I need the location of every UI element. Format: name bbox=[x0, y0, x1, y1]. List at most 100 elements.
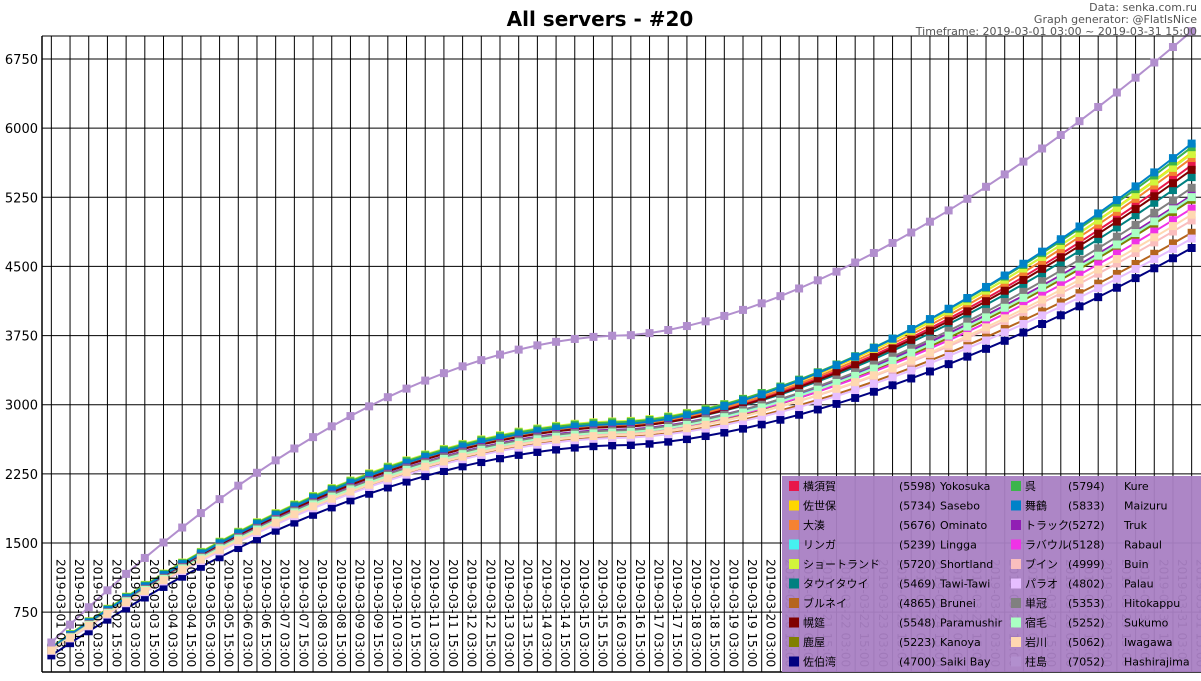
legend-swatch bbox=[1011, 617, 1021, 628]
data-point bbox=[458, 462, 467, 471]
legend-english-name: Kure bbox=[1124, 480, 1149, 493]
data-point bbox=[626, 419, 635, 428]
legend-english-name: Buin bbox=[1124, 558, 1149, 571]
data-point bbox=[402, 477, 411, 486]
data-point bbox=[570, 422, 579, 431]
data-point bbox=[888, 352, 897, 361]
data-point bbox=[982, 182, 991, 191]
legend-final-value: (5598) bbox=[899, 480, 936, 493]
data-point bbox=[383, 474, 392, 483]
chart-title: All servers - #20 bbox=[507, 7, 694, 31]
data-point bbox=[514, 450, 523, 459]
data-point bbox=[1000, 297, 1009, 306]
x-tick-label: 2019-03-11 03:00 bbox=[427, 559, 441, 667]
x-tick-label: 2019-03-09 03:00 bbox=[352, 559, 366, 667]
data-point bbox=[458, 362, 467, 371]
data-point bbox=[851, 386, 860, 395]
data-point bbox=[1187, 165, 1196, 174]
y-tick-label: 6000 bbox=[5, 122, 38, 137]
data-point bbox=[196, 562, 205, 571]
data-point bbox=[1056, 302, 1065, 311]
data-point bbox=[944, 206, 953, 215]
data-point bbox=[925, 367, 934, 376]
data-point bbox=[1038, 264, 1047, 273]
data-point bbox=[1131, 274, 1140, 283]
data-point bbox=[795, 403, 804, 412]
legend-swatch bbox=[789, 598, 799, 608]
data-point bbox=[869, 248, 878, 257]
data-point bbox=[701, 420, 710, 429]
data-point bbox=[252, 535, 261, 544]
x-tick-label: 2019-03-13 15:00 bbox=[521, 559, 535, 667]
data-point bbox=[1019, 259, 1028, 268]
data-point bbox=[925, 315, 934, 324]
legend-final-value: (4700) bbox=[899, 656, 936, 669]
x-tick-label: 2019-03-18 03:00 bbox=[689, 559, 703, 667]
data-point bbox=[1112, 203, 1121, 212]
data-point bbox=[832, 384, 841, 393]
data-point bbox=[439, 457, 448, 466]
data-point bbox=[608, 441, 617, 450]
data-point bbox=[1187, 216, 1196, 225]
data-point bbox=[1056, 285, 1065, 294]
data-point bbox=[1094, 293, 1103, 302]
y-tick-label: 6750 bbox=[5, 53, 38, 68]
data-point bbox=[1187, 244, 1196, 252]
data-point bbox=[1075, 241, 1084, 250]
data-point bbox=[1094, 229, 1103, 238]
data-point bbox=[271, 526, 280, 535]
data-point bbox=[1000, 336, 1009, 345]
data-point bbox=[103, 615, 112, 624]
data-point bbox=[944, 326, 953, 335]
legend-final-value: (5548) bbox=[899, 617, 936, 630]
data-point bbox=[1056, 253, 1065, 262]
data-point bbox=[196, 509, 205, 518]
data-point bbox=[1094, 279, 1103, 288]
data-point bbox=[944, 304, 953, 313]
data-point bbox=[365, 402, 374, 411]
legend-final-value: (7052) bbox=[1068, 656, 1105, 669]
data-point bbox=[608, 420, 617, 429]
data-point bbox=[1168, 239, 1177, 248]
data-point bbox=[757, 407, 766, 416]
data-point bbox=[1000, 328, 1009, 337]
data-point bbox=[1038, 277, 1047, 286]
data-point bbox=[309, 433, 318, 442]
data-point bbox=[66, 639, 75, 648]
data-point bbox=[271, 456, 280, 465]
data-point bbox=[888, 344, 897, 353]
legend-name: 舞鶴 bbox=[1025, 499, 1047, 513]
data-point bbox=[439, 369, 448, 378]
data-point bbox=[1187, 154, 1196, 163]
legend-english-name: Sukumo bbox=[1124, 617, 1169, 630]
data-point bbox=[1094, 103, 1103, 112]
data-point bbox=[944, 331, 953, 340]
legend-final-value: (5272) bbox=[1068, 519, 1105, 532]
data-point bbox=[1150, 255, 1159, 264]
x-tick-label: 2019-03-13 03:00 bbox=[502, 559, 516, 667]
data-point bbox=[907, 344, 916, 353]
x-tick-label: 2019-03-15 15:00 bbox=[595, 559, 609, 667]
x-tick-label: 2019-03-19 03:00 bbox=[726, 559, 740, 667]
data-point bbox=[888, 364, 897, 373]
data-point bbox=[944, 351, 953, 360]
data-point bbox=[832, 378, 841, 387]
data-point bbox=[1075, 302, 1084, 311]
data-point bbox=[495, 433, 504, 442]
data-point bbox=[234, 481, 243, 490]
data-point bbox=[739, 305, 748, 314]
data-point bbox=[140, 587, 149, 596]
legend-english-name: Iwagawa bbox=[1124, 636, 1172, 649]
data-point bbox=[1038, 283, 1047, 292]
data-point bbox=[963, 344, 972, 353]
data-point bbox=[1150, 233, 1159, 242]
data-point bbox=[1187, 210, 1196, 219]
legend-final-value: (5062) bbox=[1068, 636, 1105, 649]
data-point bbox=[533, 447, 542, 456]
legend-name: 単冠 bbox=[1025, 596, 1047, 610]
data-point bbox=[1019, 305, 1028, 314]
data-point bbox=[925, 348, 934, 357]
data-point bbox=[907, 325, 916, 334]
data-point bbox=[888, 238, 897, 247]
data-point bbox=[832, 267, 841, 276]
